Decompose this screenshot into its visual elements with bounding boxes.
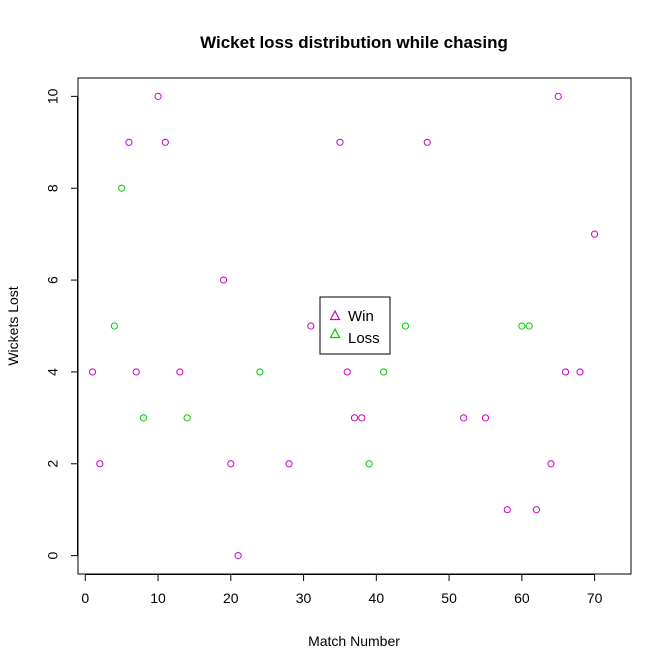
x-tick-label: 50 (441, 590, 457, 606)
plot-points (88, 92, 599, 560)
point-win (176, 368, 184, 376)
point-loss (401, 322, 410, 330)
x-axis-label: Match Number (308, 633, 400, 649)
legend: Win Loss (319, 296, 391, 355)
point-win (161, 138, 169, 146)
point-win (234, 552, 242, 560)
x-axis: 0 10 20 30 40 50 60 70 (81, 574, 603, 606)
point-win (350, 414, 359, 422)
point-loss (183, 414, 191, 422)
x-tick-label: 30 (296, 590, 312, 606)
point-loss (380, 368, 388, 376)
point-win (132, 368, 140, 376)
x-tick-label: 70 (587, 590, 603, 606)
y-tick-label: 2 (45, 460, 61, 468)
point-win (285, 460, 293, 468)
point-loss (256, 368, 264, 376)
legend-label-loss: Loss (348, 330, 380, 347)
y-tick-label: 6 (45, 276, 61, 284)
legend-box (319, 296, 391, 355)
y-axis: 0 2 4 6 8 10 (45, 88, 78, 560)
point-win (591, 230, 599, 238)
x-tick-label: 0 (81, 590, 89, 606)
legend-loss-triangle-icon (329, 327, 341, 339)
point-win (88, 368, 97, 376)
point-win (125, 138, 133, 146)
point-win (481, 414, 490, 422)
point-win (576, 368, 584, 376)
point-loss (110, 322, 118, 330)
x-tick-label: 20 (223, 590, 239, 606)
y-axis-label: Wickets Lost (5, 286, 21, 365)
x-tick-label: 40 (369, 590, 385, 606)
point-win (96, 460, 104, 468)
point-win (561, 368, 570, 376)
point-win (219, 276, 228, 284)
point-win (358, 414, 366, 422)
x-tick-label: 60 (514, 590, 530, 606)
y-tick-label: 10 (45, 88, 61, 104)
point-loss (518, 322, 526, 330)
chart-title: Wicket loss distribution while chasing (200, 33, 508, 52)
y-tick-label: 0 (45, 552, 61, 560)
point-win (307, 322, 315, 330)
point-loss (139, 414, 148, 422)
point-win (532, 506, 541, 514)
point-loss (365, 460, 373, 468)
legend-win-triangle-icon (329, 309, 341, 321)
point-loss (118, 184, 126, 192)
point-win (227, 460, 235, 468)
x-tick-label: 10 (150, 590, 166, 606)
point-win (547, 460, 555, 468)
point-win (423, 138, 431, 146)
y-tick-label: 8 (45, 184, 61, 192)
point-loss (525, 322, 533, 330)
point-win (336, 138, 344, 146)
point-win (554, 92, 562, 100)
legend-label-win: Win (348, 308, 374, 325)
point-win (154, 92, 162, 100)
point-win (343, 368, 351, 376)
point-win (460, 414, 468, 422)
point-win (503, 506, 511, 514)
y-tick-label: 4 (45, 368, 61, 376)
